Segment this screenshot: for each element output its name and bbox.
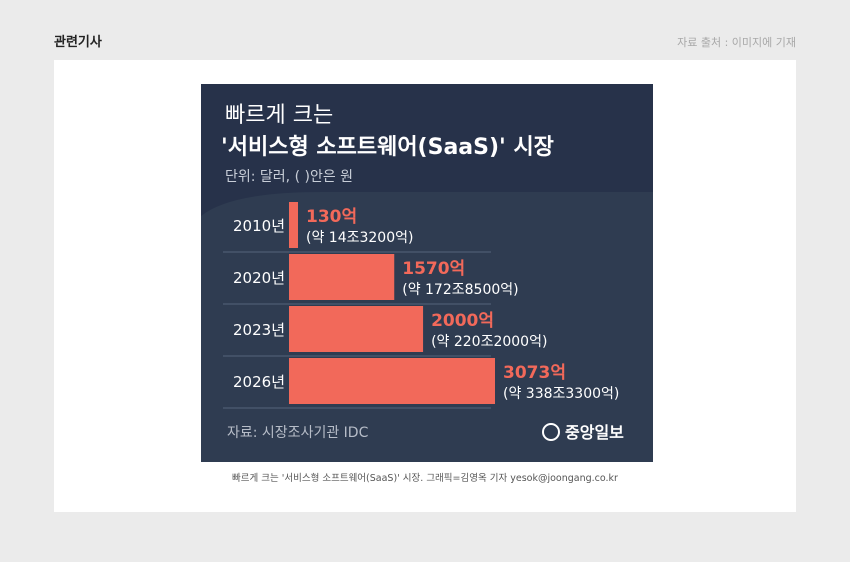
- header-band: [201, 84, 653, 216]
- bar: [289, 254, 395, 300]
- krw-label: (약 220조2000억): [431, 334, 547, 350]
- bar: [289, 358, 495, 404]
- bar: [289, 202, 298, 248]
- category-label: 2010년: [233, 217, 285, 235]
- saas-market-chart: 빠르게 크는 '서비스형 소프트웨어(SaaS)' 시장 단위: 달러, ( )…: [201, 84, 653, 462]
- value-label: 2000억: [431, 311, 494, 331]
- krw-label: (약 338조3300억): [503, 386, 619, 402]
- bar: [289, 306, 424, 352]
- unit-note: 단위: 달러, ( )안은 원: [225, 169, 353, 185]
- section-title: 관련기사: [54, 35, 102, 50]
- chart-title-line1: 빠르게 크는: [225, 103, 333, 128]
- krw-label: (약 172조8500억): [402, 282, 518, 298]
- value-label: 130억: [306, 207, 357, 227]
- logo-text: 중앙일보: [565, 423, 624, 442]
- category-label: 2020년: [233, 269, 285, 287]
- value-label: 1570억: [402, 259, 465, 279]
- category-label: 2023년: [233, 321, 285, 339]
- chart-title-line2: '서비스형 소프트웨어(SaaS)' 시장: [221, 135, 554, 160]
- figure-caption: 빠르게 크는 '서비스형 소프트웨어(SaaS)' 시장. 그래픽=김영옥 기자…: [232, 473, 618, 484]
- chart-source: 자료: 시장조사기관 IDC: [227, 425, 369, 441]
- source-note: 자료 출처 : 이미지에 기재: [677, 36, 796, 49]
- category-label: 2026년: [233, 373, 285, 391]
- logo-mark-icon: [542, 423, 560, 441]
- value-label: 3073억: [503, 363, 566, 383]
- krw-label: (약 14조3200억): [306, 230, 413, 246]
- joongang-logo: 중앙일보: [542, 423, 624, 442]
